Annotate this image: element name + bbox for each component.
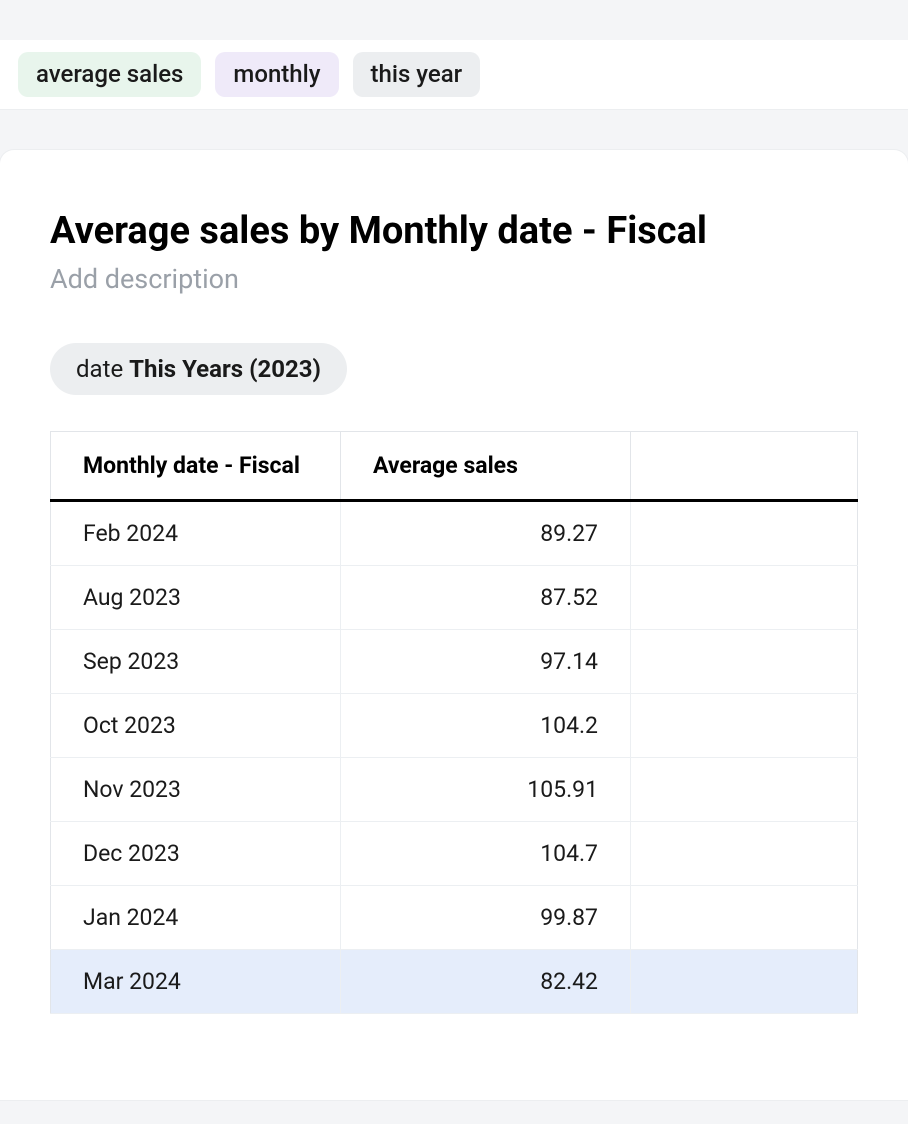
cell-empty (631, 694, 858, 758)
column-header-avg-sales[interactable]: Average sales (341, 432, 631, 501)
cell-month: Sep 2023 (51, 630, 341, 694)
cell-value: 87.52 (341, 566, 631, 630)
cell-empty (631, 566, 858, 630)
cell-month: Dec 2023 (51, 822, 341, 886)
table-row[interactable]: Oct 2023104.2 (51, 694, 858, 758)
cell-month: Feb 2024 (51, 501, 341, 566)
content-wrapper: Average sales by Monthly date - Fiscal A… (0, 110, 908, 1100)
table-row[interactable]: Dec 2023104.7 (51, 822, 858, 886)
description-placeholder[interactable]: Add description (50, 263, 858, 295)
table-row[interactable]: Sep 202397.14 (51, 630, 858, 694)
page-title[interactable]: Average sales by Monthly date - Fiscal (50, 210, 858, 254)
cell-empty (631, 630, 858, 694)
top-spacer (0, 0, 908, 40)
cell-value: 104.7 (341, 822, 631, 886)
cell-month: Mar 2024 (51, 950, 341, 1014)
table-row[interactable]: Feb 202489.27 (51, 501, 858, 566)
filter-value: This Years (2023) (129, 355, 321, 383)
table-row[interactable]: Aug 202387.52 (51, 566, 858, 630)
filter-prefix: date (76, 355, 129, 383)
cell-value: 105.91 (341, 758, 631, 822)
column-header-month[interactable]: Monthly date - Fiscal (51, 432, 341, 501)
cell-month: Oct 2023 (51, 694, 341, 758)
search-token-average-sales[interactable]: average sales (18, 52, 201, 97)
cell-empty (631, 950, 858, 1014)
table-row[interactable]: Jan 202499.87 (51, 886, 858, 950)
answer-card: Average sales by Monthly date - Fiscal A… (0, 150, 908, 1100)
cell-value: 82.42 (341, 950, 631, 1014)
cell-month: Jan 2024 (51, 886, 341, 950)
search-token-this-year[interactable]: this year (353, 52, 481, 97)
column-header-empty (631, 432, 858, 501)
results-table: Monthly date - Fiscal Average sales Feb … (50, 431, 858, 1014)
cell-month: Nov 2023 (51, 758, 341, 822)
table-header-row: Monthly date - Fiscal Average sales (51, 432, 858, 501)
cell-value: 89.27 (341, 501, 631, 566)
search-token-monthly[interactable]: monthly (215, 52, 338, 97)
cell-value: 104.2 (341, 694, 631, 758)
cell-value: 97.14 (341, 630, 631, 694)
filter-pill-date[interactable]: date This Years (2023) (50, 343, 347, 395)
cell-empty (631, 758, 858, 822)
cell-empty (631, 822, 858, 886)
cell-month: Aug 2023 (51, 566, 341, 630)
table-row[interactable]: Nov 2023105.91 (51, 758, 858, 822)
table-row[interactable]: Mar 202482.42 (51, 950, 858, 1014)
cell-value: 99.87 (341, 886, 631, 950)
search-token-bar: average sales monthly this year (0, 40, 908, 110)
cell-empty (631, 501, 858, 566)
cell-empty (631, 886, 858, 950)
